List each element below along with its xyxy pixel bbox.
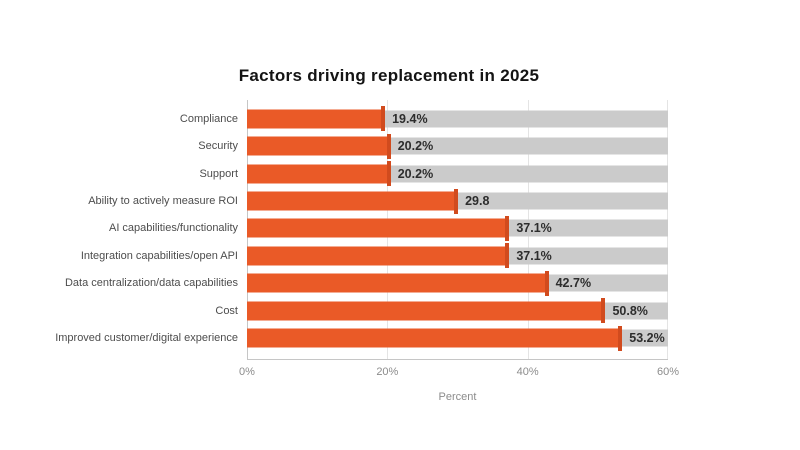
value-label: 53.2% xyxy=(629,331,665,346)
bar-fill xyxy=(247,270,549,296)
bar-row: 29.8 xyxy=(247,187,668,214)
bar-row: 50.8% xyxy=(247,297,668,324)
value-label: 37.1% xyxy=(516,221,552,236)
bar-fill xyxy=(247,298,606,324)
bar-row: 37.1% xyxy=(247,215,668,242)
bar-rows: 19.4% 20.2% 20.2% 29.8 37.1% 37.1% 42.7% 50.8% 5… xyxy=(247,105,668,352)
bar-end-cap xyxy=(386,161,391,187)
x-tick-label: 40% xyxy=(516,366,539,378)
bar-end-cap xyxy=(618,325,623,351)
bar-row: 20.2% xyxy=(247,160,668,187)
value-label: 50.8% xyxy=(612,303,648,318)
value-label: 20.2% xyxy=(397,139,434,154)
bar-fill xyxy=(247,215,510,241)
bar-end-cap xyxy=(454,188,459,214)
bar-row: 37.1% xyxy=(247,242,668,269)
bar-fill xyxy=(247,161,391,187)
category-label: Data centralization/data capabilities xyxy=(64,277,238,290)
x-axis-label: Percent xyxy=(438,391,477,403)
x-tick-label: 0% xyxy=(239,366,255,378)
category-label: Integration capabilities/open API xyxy=(80,249,238,262)
bar-end-cap xyxy=(381,106,386,132)
value-label: 19.4% xyxy=(392,111,428,126)
bar-fill xyxy=(247,133,391,159)
bar-fill xyxy=(247,106,386,132)
bar-end-cap xyxy=(544,270,549,296)
category-label: Ability to actively measure ROI xyxy=(88,195,238,208)
bar-fill xyxy=(247,188,459,214)
category-label: Support xyxy=(199,167,238,180)
x-axis-ticks: 0% 20% 40% 60% xyxy=(239,366,679,380)
bar-row: 53.2% xyxy=(247,325,668,352)
bar-fill xyxy=(247,325,623,351)
bar-row: 19.4% xyxy=(247,105,668,132)
chart-title: Factors driving replacement in 2025 xyxy=(238,66,540,85)
bar-end-cap xyxy=(601,298,606,324)
category-label: Compliance xyxy=(179,112,238,125)
value-label: 42.7% xyxy=(555,276,592,291)
plot-area: 19.4% 20.2% 20.2% 29.8 37.1% 37.1% 42.7% 50.8% 5… xyxy=(247,100,668,360)
category-label: Security xyxy=(198,140,238,153)
bar-end-cap xyxy=(386,133,391,159)
value-label: 37.1% xyxy=(516,248,552,263)
bar-row: 42.7% xyxy=(247,270,668,297)
bar-row: 20.2% xyxy=(247,132,668,159)
value-label: 29.8 xyxy=(465,194,490,209)
x-tick-label: 20% xyxy=(376,366,399,378)
value-label: 20.2% xyxy=(397,166,434,181)
bar-fill xyxy=(247,243,510,269)
category-label: Cost xyxy=(215,304,238,317)
category-label: AI capabilities/functionality xyxy=(108,222,238,235)
category-label: Improved customer/digital experience xyxy=(55,332,238,345)
bar-end-cap xyxy=(505,243,510,269)
x-tick-label: 60% xyxy=(656,366,680,378)
bar-end-cap xyxy=(505,215,510,241)
category-axis: Compliance Security Support Ability to acti… xyxy=(0,105,238,352)
